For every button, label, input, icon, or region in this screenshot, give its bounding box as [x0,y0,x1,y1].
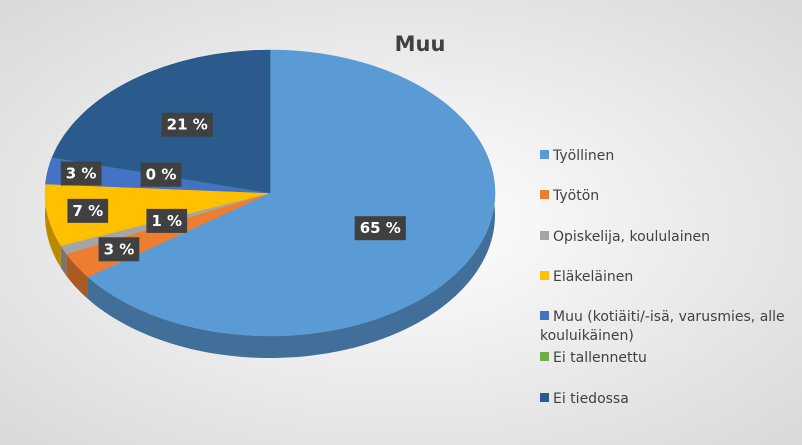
legend-swatch [540,190,549,199]
legend-item: Opiskelija, koululainen [540,228,802,247]
legend-label: Ei tiedossa [553,391,629,407]
legend-label: Työtön [553,188,600,204]
legend-swatch [540,393,549,402]
slice-side [45,184,61,268]
data-label-box [60,161,102,186]
data-label-box [98,237,140,262]
data-label-box [140,162,182,187]
data-label-text: 0 % [146,166,177,184]
legend-swatch [540,352,549,361]
data-label: 21 % [161,112,213,137]
data-label: 3 % [98,237,140,262]
legend-item: Eläkeläinen [540,268,802,287]
data-label: 7 % [67,198,109,223]
data-label-box [161,112,213,137]
data-label-text: 3 % [104,240,135,258]
data-label-text: 21 % [167,116,208,134]
data-label: 0 % [140,162,182,187]
legend-item: Ei tiedossa [540,390,802,409]
data-label-text: 1 % [151,212,182,230]
data-label: 3 % [60,161,102,186]
data-label-box [67,198,109,223]
legend-swatch [540,231,549,240]
legend-swatch [540,271,549,280]
data-label-box [146,208,188,233]
legend-swatch [540,150,549,159]
slice-side [60,245,67,276]
legend-label: Ei tallennettu [553,350,647,366]
legend-label: Opiskelija, koululainen [553,229,710,245]
legend-item: Ei tallennettu [540,349,802,368]
chart-title: Muu [395,32,446,56]
data-label-text: 65 % [360,219,401,237]
slice-side [66,253,88,300]
legend-swatch [540,311,549,320]
legend-label: Muu (kotiäiti/-isä, varusmies, alle koul… [540,309,785,344]
data-label-text: 3 % [66,164,97,182]
data-label-box [354,216,406,241]
data-label-text: 7 % [72,202,103,220]
data-label: 65 % [354,216,406,241]
legend-label: Eläkeläinen [553,269,634,285]
legend-item: Työllinen [540,147,802,166]
data-label: 1 % [146,208,188,233]
slice [87,49,496,337]
legend-label: Työllinen [553,148,615,164]
slice [51,49,271,194]
legend-item: Muu (kotiäiti/-isä, varusmies, alle koul… [540,308,802,346]
legend-item: Työtön [540,187,802,206]
